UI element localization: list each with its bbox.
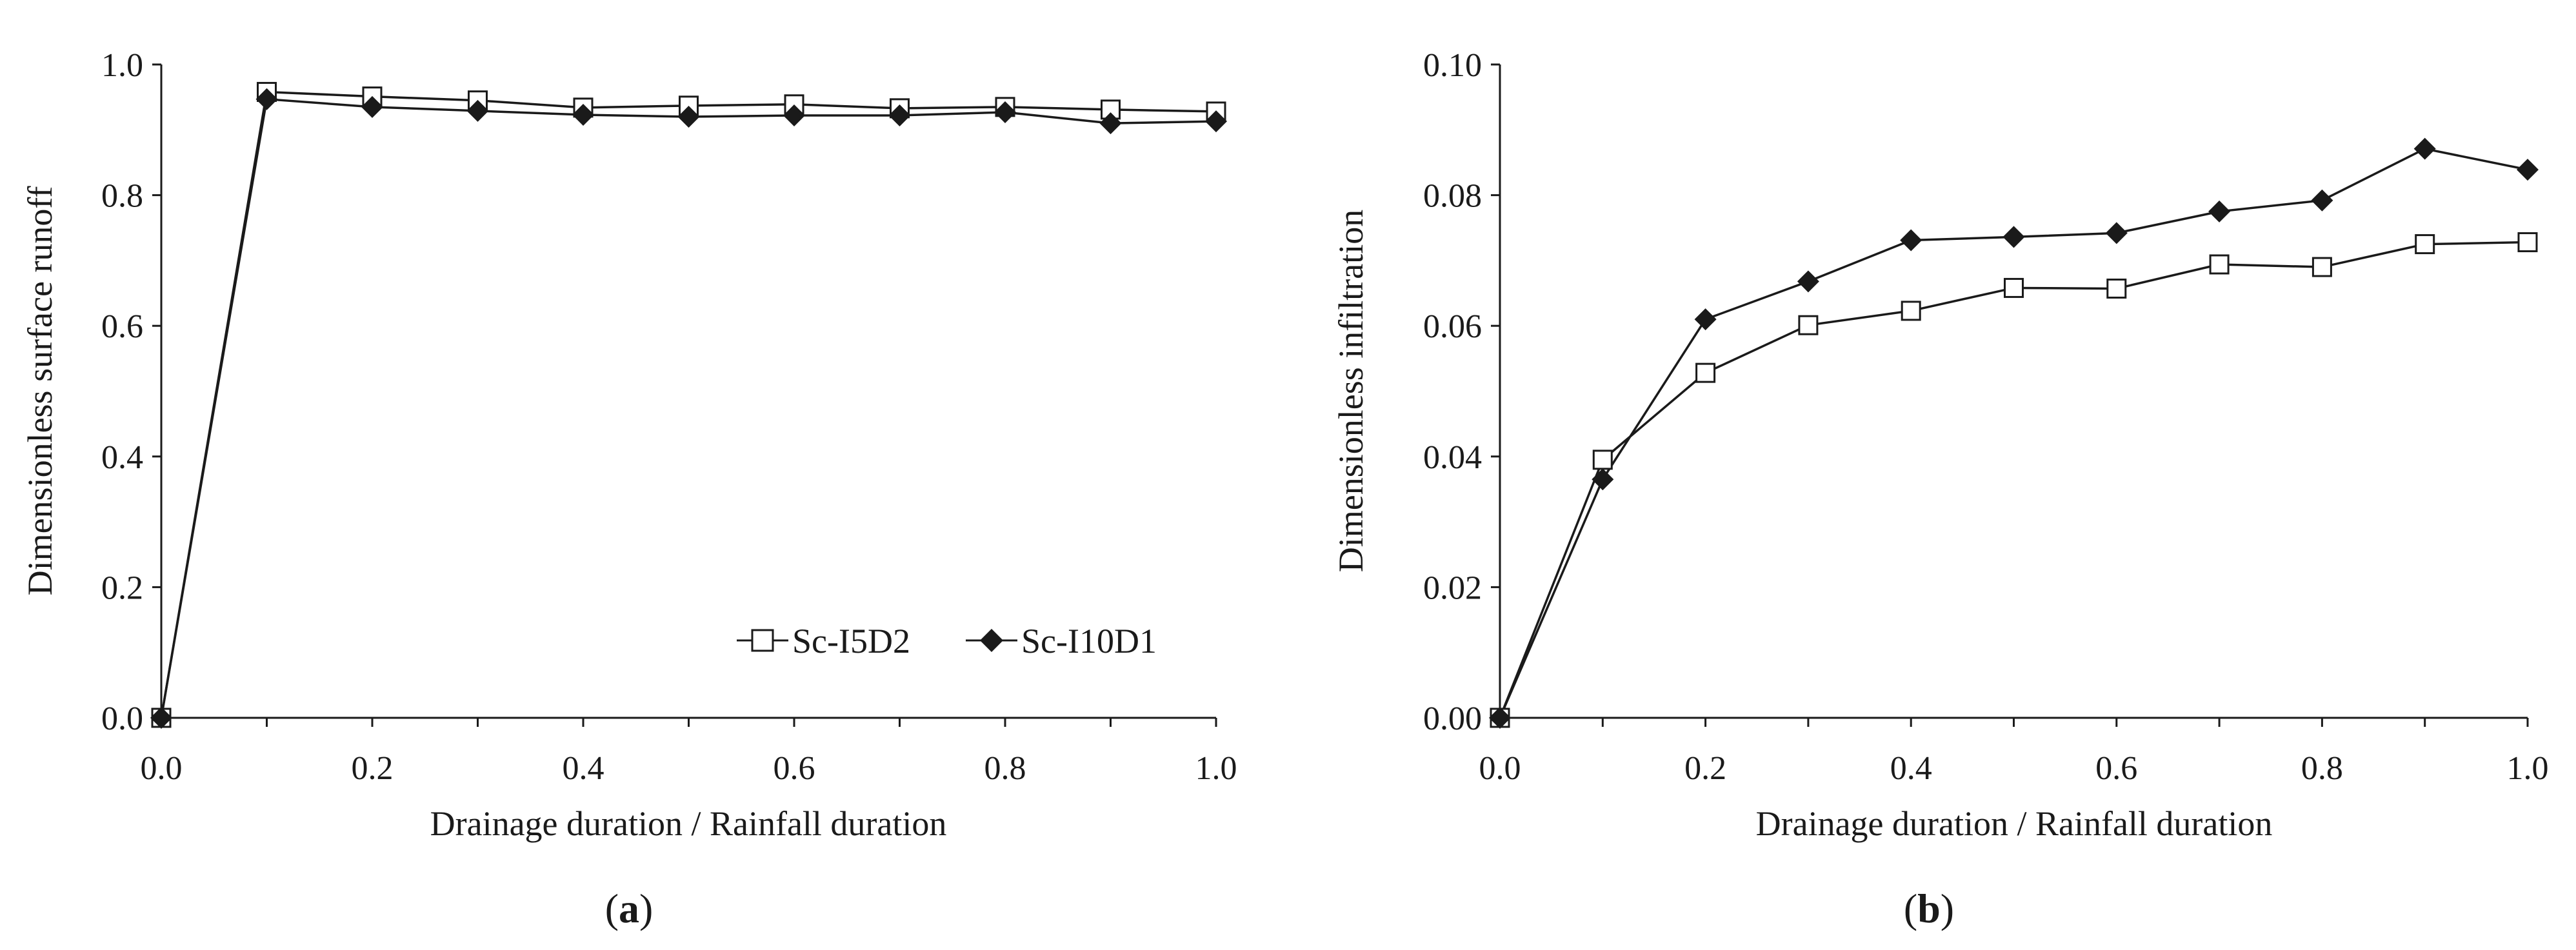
x-tick-label: 1.0 [1195, 750, 1237, 787]
x-tick-label: 0.6 [774, 750, 815, 787]
x-tick-label: 0.4 [1890, 750, 1932, 787]
x-axis-title: Drainage duration / Rainfall duration [1756, 804, 2273, 843]
y-tick-label: 1.0 [101, 47, 143, 84]
x-tick-label: 0.4 [563, 750, 604, 787]
y-ticks: 0.00 0.02 0.04 0.06 0.08 0.10 [1423, 47, 1500, 737]
panel-label-open: ( [1904, 886, 1917, 931]
y-tick-label: 0.02 [1423, 569, 1482, 606]
y-tick-label: 0.8 [101, 178, 143, 215]
x-tick-label: 0.8 [984, 750, 1026, 787]
legend: Sc-I5D2 Sc-I10D1 [737, 622, 1157, 660]
x-ticks: 0.0 0.2 0.4 0.6 0.8 1.0 [141, 718, 1237, 787]
y-tick-label: 0.08 [1423, 178, 1482, 215]
legend-marker-sc-i10d1 [980, 629, 1003, 652]
chart-panel-b: 0.00 0.02 0.04 0.06 0.08 0.10 0.0 0.2 0.4 0.6 0.8… [1332, 47, 2549, 931]
data-point-sc-i5d2 [784, 94, 804, 115]
data-point-sc-i5d2 [1901, 301, 1921, 321]
data-point-sc-i5d2 [2106, 278, 2127, 299]
data-point-sc-i10d1 [888, 104, 911, 127]
data-point-sc-i5d2 [1592, 450, 1613, 470]
data-point-sc-i5d2 [2209, 254, 2230, 275]
panel-label-close: ) [639, 886, 653, 931]
data-point-sc-i10d1 [783, 104, 805, 127]
y-tick-label: 0.6 [101, 308, 143, 345]
panel-label-close: ) [1941, 886, 1954, 931]
x-ticks: 0.0 0.2 0.4 0.6 0.8 1.0 [1479, 718, 2549, 787]
panel-label-open: ( [605, 886, 619, 931]
data-point-sc-i5d2 [2004, 277, 2024, 298]
data-point-sc-i10d1 [1900, 229, 1922, 252]
data-point-sc-i10d1 [1694, 308, 1717, 331]
data-point-sc-i10d1 [1205, 110, 1227, 133]
data-point-sc-i10d1 [2413, 137, 2436, 160]
legend-marker-sc-i5d2 [751, 629, 774, 652]
data-point-sc-i5d2 [1695, 362, 1716, 383]
x-tick-label: 0.2 [352, 750, 394, 787]
data-point-sc-i5d2 [2517, 232, 2538, 253]
legend-label-sc-i5d2: Sc-I5D2 [792, 622, 910, 660]
data-point-sc-i10d1 [2105, 222, 2128, 244]
y-tick-label: 0.4 [101, 439, 143, 476]
panel-label-letter: b [1917, 886, 1941, 931]
data-point-sc-i10d1 [1099, 112, 1122, 135]
panel-label-b: (b) [1904, 886, 1954, 931]
y-ticks: 0.0 0.2 0.4 0.6 0.8 1.0 [101, 47, 161, 737]
chart-panel-a: 0.0 0.2 0.4 0.6 0.8 1.0 0.0 0.2 0.4 0.6 0.8 1.0 Dr… [21, 47, 1237, 931]
data-point-sc-i10d1 [677, 106, 700, 128]
x-tick-label: 0.8 [2301, 750, 2343, 787]
data-point-sc-i10d1 [994, 101, 1016, 123]
data-point-sc-i10d1 [150, 707, 172, 729]
x-tick-label: 0.0 [1479, 750, 1521, 787]
y-tick-label: 0.04 [1423, 439, 1482, 476]
data-point-sc-i10d1 [1592, 468, 1614, 491]
y-axis-title: Dimensionless surface runoff [21, 186, 59, 596]
data-point-sc-i10d1 [361, 95, 383, 118]
data-point-sc-i5d2 [2311, 257, 2332, 277]
legend-label-sc-i10d1: Sc-I10D1 [1021, 622, 1157, 660]
series-markers [1489, 137, 2539, 729]
y-axis-title: Dimensionless infiltration [1332, 210, 1370, 572]
panel-label-a: (a) [605, 886, 654, 931]
data-point-sc-i10d1 [572, 104, 594, 126]
x-tick-label: 0.2 [1684, 750, 1726, 787]
y-tick-label: 0.0 [101, 700, 143, 737]
data-point-sc-i10d1 [466, 99, 489, 122]
x-tick-label: 0.0 [141, 750, 183, 787]
data-point-sc-i10d1 [2208, 200, 2231, 223]
data-point-sc-i10d1 [1489, 707, 1511, 729]
data-point-sc-i10d1 [2517, 159, 2539, 181]
panel-label-letter: a [619, 886, 639, 931]
y-tick-label: 0.2 [101, 569, 143, 606]
x-tick-label: 1.0 [2507, 750, 2549, 787]
data-point-sc-i10d1 [2311, 189, 2333, 212]
series-markers [150, 82, 1227, 729]
data-point-sc-i10d1 [255, 88, 278, 110]
data-point-sc-i10d1 [2002, 226, 2025, 248]
y-tick-label: 0.10 [1423, 47, 1482, 84]
data-point-sc-i5d2 [1798, 315, 1819, 335]
data-point-sc-i10d1 [1797, 270, 1819, 293]
y-tick-label: 0.00 [1423, 700, 1482, 737]
x-tick-label: 0.6 [2095, 750, 2137, 787]
y-tick-label: 0.06 [1423, 308, 1482, 345]
x-axis-title: Drainage duration / Rainfall duration [430, 804, 947, 843]
data-point-sc-i5d2 [2415, 234, 2435, 255]
